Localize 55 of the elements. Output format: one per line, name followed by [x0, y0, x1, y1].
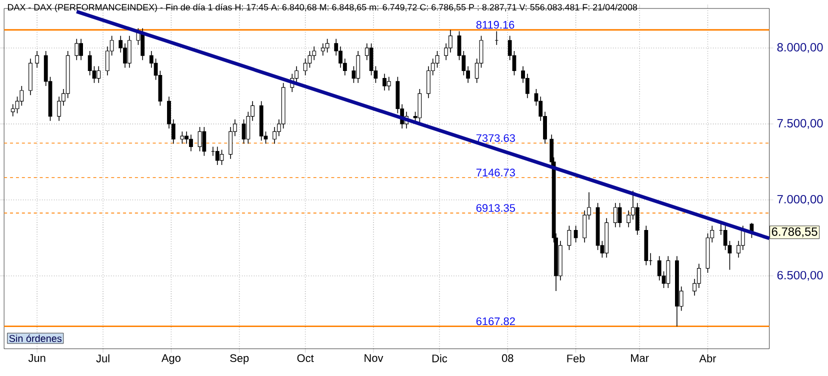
candlestick — [228, 126, 233, 160]
x-tick-label: Ago — [161, 354, 180, 364]
candlestick — [215, 146, 220, 166]
candlestick — [88, 50, 92, 76]
x-tick-label: 08 — [502, 354, 514, 362]
ref-line-label: 8119.16 — [476, 20, 514, 29]
x-tick-label: Jun — [28, 354, 46, 362]
candlestick — [20, 85, 24, 106]
candlestick — [35, 50, 40, 68]
x-tick-label: Abr — [699, 354, 716, 362]
x-tick-label: Nov — [364, 354, 384, 362]
candlestick — [180, 131, 184, 144]
candlestick — [696, 263, 701, 288]
candlestick — [308, 50, 312, 68]
x-tick-label: Jul — [96, 354, 110, 362]
x-tick-label: Sep — [230, 354, 249, 364]
candlestick — [582, 210, 587, 243]
ref-line-label: 7373.63 — [476, 134, 515, 142]
candlestick — [435, 50, 440, 68]
candlestick — [618, 202, 622, 228]
candlestick — [325, 38, 330, 53]
ref-line-label: 6167.82 — [476, 317, 515, 326]
candlestick — [635, 202, 640, 236]
candlestick — [369, 42, 374, 76]
y-tick-label: 6.500,00 — [777, 270, 823, 281]
x-tick-label: Dic — [432, 354, 448, 362]
annotation: Sin órdenes — [9, 334, 62, 342]
y-tick-label: 7.000,00 — [777, 194, 823, 205]
candlestick — [567, 225, 572, 250]
candlestick — [626, 210, 631, 228]
x-tick-label: Oct — [297, 354, 314, 362]
candlestick — [386, 76, 391, 91]
y-tick-label: 8.000,00 — [777, 42, 823, 53]
ref-line-label: 7146.73 — [476, 168, 515, 176]
y-tick-label: 7.500,00 — [777, 118, 823, 129]
candlestick — [74, 38, 79, 60]
x-tick-label: Feb — [567, 354, 585, 362]
candlestick — [242, 118, 246, 144]
candlestick — [657, 256, 662, 281]
chart-title: DAX - DAX (PERFORMANCEINDEX) - Fin de día 1 días H: 17:45 A: 6.840,68 M: 6.848,65 m: 6.749,72 C: 6.786,55 P : 8.287,71 V: 556.083.481 F: 21/04/2008 — [8, 4, 638, 12]
candlestick — [303, 58, 308, 76]
candlestick — [525, 73, 530, 98]
candlestick — [57, 96, 62, 122]
candlestick — [96, 66, 101, 84]
x-tick-label: Mar — [631, 354, 649, 362]
candlestick — [312, 46, 316, 60]
candlestick — [10, 104, 15, 117]
candlestick — [666, 256, 670, 288]
ref-line-label: 6913.35 — [476, 204, 515, 212]
candlestick — [574, 225, 578, 243]
candlestick — [202, 126, 206, 156]
candlestick — [723, 225, 728, 250]
candlestick — [198, 126, 202, 152]
annotation: 6.786,55 — [772, 227, 818, 238]
candlestick — [127, 35, 132, 68]
